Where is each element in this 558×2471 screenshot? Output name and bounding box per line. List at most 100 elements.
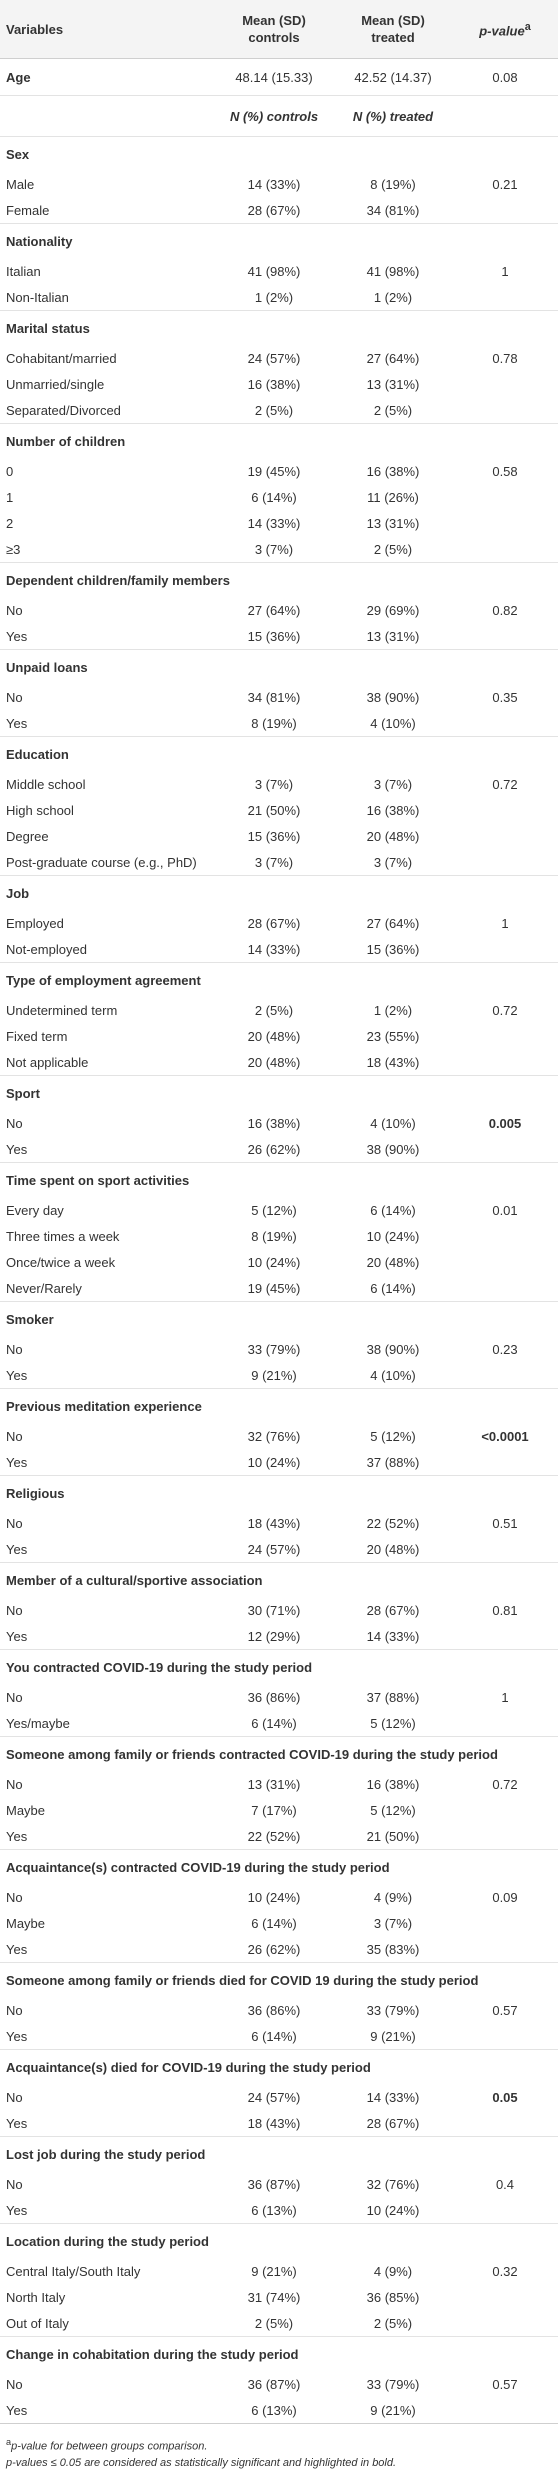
cell: 32 (76%) (334, 2171, 452, 2197)
cell: 20 (48%) (214, 1023, 334, 1049)
cell: 41 (98%) (214, 258, 334, 284)
group-title: Unpaid loans (6, 659, 88, 675)
p-value: 0.005 (488, 1115, 522, 1131)
cell: Yes (0, 710, 214, 737)
cell: 6 (13%) (214, 2397, 334, 2423)
cell-text: Maybe (6, 1915, 46, 1931)
p-value-cell (452, 2023, 558, 2050)
p-value-cell (452, 1049, 558, 1076)
header-text: Variables (6, 21, 64, 37)
p-value-cell: 0.05 (452, 2084, 558, 2110)
cell-text: 3 (7%) (254, 776, 294, 792)
cell-text: 41 (98%) (366, 263, 420, 279)
cell-text: ≥3 (6, 541, 21, 557)
cell-text: 3 (7%) (373, 854, 413, 870)
table-row: No 16 (38%) 4 (10%) 0.005 (0, 1110, 558, 1136)
table-row: No 32 (76%) 5 (12%) <0.0001 (0, 1423, 558, 1449)
group-title-cell: Nationality (0, 223, 558, 258)
cell-text: Yes (6, 2115, 28, 2131)
cell: No (0, 1597, 214, 1623)
cell-text: 26 (62%) (247, 1941, 301, 1957)
cell: 21 (50%) (214, 797, 334, 823)
cell: 9 (21%) (214, 2258, 334, 2284)
cell-text: 18 (43%) (247, 1515, 301, 1531)
cell-text: 24 (57%) (247, 350, 301, 366)
p-value: 0.05 (492, 2089, 518, 2105)
p-value-cell (452, 1275, 558, 1302)
p-value: 0.72 (492, 776, 518, 792)
group-title-cell: Smoker (0, 1301, 558, 1336)
cell: Undetermined term (0, 997, 214, 1023)
group-title: Acquaintance(s) died for COVID-19 during… (6, 2059, 371, 2075)
table-row: Yes 6 (13%) 9 (21%) (0, 2397, 558, 2423)
p-value: 0.32 (492, 2263, 518, 2279)
cell: Yes (0, 1823, 214, 1850)
cell-text: No (6, 1602, 23, 1618)
cell: 19 (45%) (214, 458, 334, 484)
cell-text: 10 (24%) (366, 2202, 420, 2218)
cell-text: 10 (24%) (247, 1254, 301, 1270)
cell: No (0, 1684, 214, 1710)
cell: 3 (7%) (214, 536, 334, 563)
table-row: Post-graduate course (e.g., PhD) 3 (7%) 3 … (0, 849, 558, 876)
table-row: Someone among family or friends contract… (0, 1736, 558, 1771)
cell: 4 (9%) (334, 1884, 452, 1910)
table-row: Unpaid loans (0, 649, 558, 684)
cell-text: 1 (6, 489, 14, 505)
table-row: Never/Rarely 19 (45%) 6 (14%) (0, 1275, 558, 1302)
p-value-cell: 0.01 (452, 1197, 558, 1223)
cell: Not-employed (0, 936, 214, 963)
group-title: Job (6, 885, 30, 901)
cell: Unmarried/single (0, 371, 214, 397)
cell-text: 38 (90%) (366, 1141, 420, 1157)
group-title-cell: Someone among family or friends contract… (0, 1736, 558, 1771)
cell: 5 (12%) (334, 1797, 452, 1823)
p-value-cell (452, 797, 558, 823)
cell-text: 8 (19%) (370, 176, 416, 192)
cell: High school (0, 797, 214, 823)
cell: No (0, 1884, 214, 1910)
cell-text: 13 (31%) (366, 376, 420, 392)
group-title-cell: Religious (0, 1475, 558, 1510)
cell-text: 7 (17%) (251, 1802, 297, 1818)
table-row: Central Italy/South Italy 9 (21%) 4 (9%) 0.… (0, 2258, 558, 2284)
cell-text: 36 (87%) (247, 2376, 301, 2392)
cell-text: No (6, 2089, 23, 2105)
cell-text: 36 (85%) (366, 2289, 420, 2305)
group-title: Someone among family or friends died for… (6, 1972, 479, 1988)
cell: Yes (0, 2023, 214, 2050)
group-title: Sport (6, 1085, 40, 1101)
table-row: Number of children (0, 423, 558, 458)
cell: 2 (0, 510, 214, 536)
cell-text: Yes (6, 2202, 28, 2218)
cell-text: No (6, 1341, 23, 1357)
cell-text: 24 (57%) (247, 2089, 301, 2105)
cell: Post-graduate course (e.g., PhD) (0, 849, 214, 876)
p-value-cell (452, 536, 558, 563)
cell-text: 10 (24%) (247, 1454, 301, 1470)
group-title-cell: Education (0, 736, 558, 771)
cell: 19 (45%) (214, 1275, 334, 1302)
group-title: Time spent on sport activities (6, 1172, 190, 1188)
cell: 9 (21%) (334, 2397, 452, 2423)
cell-text: 1 (2%) (373, 289, 413, 305)
footnote: p-values ≤ 0.05 are considered as statis… (6, 2455, 552, 2471)
cell-text: 20 (48%) (366, 1541, 420, 1557)
cell: 28 (67%) (334, 1597, 452, 1623)
cell: 15 (36%) (334, 936, 452, 963)
cell-text: High school (6, 802, 74, 818)
p-value-cell: 0.51 (452, 1510, 558, 1536)
cell: 16 (38%) (334, 458, 452, 484)
p-value-cell (452, 1136, 558, 1163)
table-row: Change in cohabitation during the study … (0, 2336, 558, 2371)
cell-text: 6 (14%) (251, 2028, 297, 2044)
group-title: Lost job during the study period (6, 2146, 206, 2162)
cell: Yes (0, 1362, 214, 1389)
cell-text: 2 (5%) (373, 541, 413, 557)
table-row: Yes 6 (13%) 10 (24%) (0, 2197, 558, 2224)
header-cell: Variables (0, 0, 214, 59)
cell: Yes (0, 1136, 214, 1163)
cell-text: Yes (6, 2028, 28, 2044)
group-title-cell: Marital status (0, 310, 558, 345)
cell-text: Yes (6, 1941, 28, 1957)
